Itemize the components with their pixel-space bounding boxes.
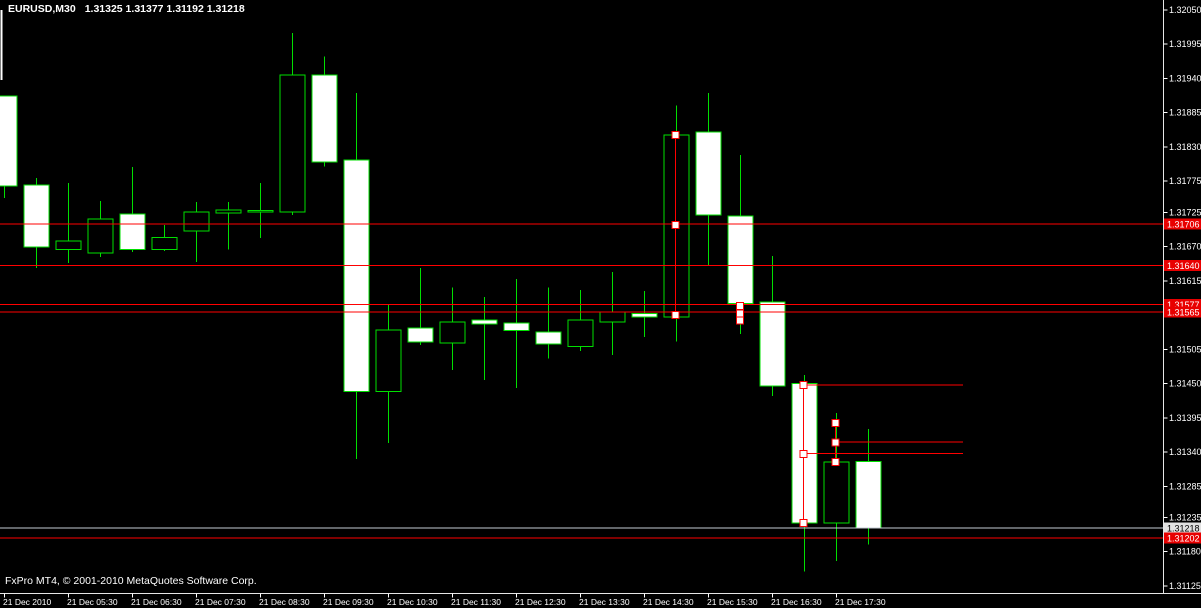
- candle-body: [375, 329, 402, 393]
- price-tick-label: 1.31180: [1169, 547, 1201, 557]
- candle-body: [87, 218, 114, 254]
- bid-price-tag: [1164, 522, 1201, 534]
- candle-body: [439, 321, 466, 344]
- price-tick-label: 1.31505: [1169, 344, 1201, 354]
- time-tick-label: 21 Dec 13:30: [579, 597, 630, 607]
- time-tick-label: 21 Dec 14:30: [643, 597, 694, 607]
- price-tick-label: 1.31775: [1169, 176, 1201, 186]
- price-tick-label: 1.31940: [1169, 73, 1201, 83]
- candle-body: [0, 95, 18, 187]
- price-tick-label: 1.31670: [1169, 242, 1201, 252]
- selection-handle[interactable]: [831, 458, 840, 467]
- candle-body: [599, 311, 626, 323]
- candle-body: [503, 322, 530, 332]
- candle-body: [535, 331, 562, 345]
- selection-handle[interactable]: [671, 311, 680, 320]
- price-tick-label: 1.31830: [1169, 142, 1201, 152]
- price-tick-label: 1.31340: [1169, 447, 1201, 457]
- time-tick-label: 21 Dec 10:30: [387, 597, 438, 607]
- selection-handle[interactable]: [831, 418, 840, 427]
- time-tick-label: 21 Dec 08:30: [259, 597, 310, 607]
- price-tick-label: 1.31995: [1169, 39, 1201, 49]
- price-tag-label: 1.31706: [1167, 220, 1200, 230]
- candle-body: [631, 312, 658, 318]
- candle-body: [855, 460, 882, 529]
- candle-body: [407, 327, 434, 343]
- time-tick-label: 21 Dec 15:30: [707, 597, 758, 607]
- candle-body: [119, 213, 146, 251]
- symbol-period-label: EURUSD,M30: [8, 3, 76, 15]
- selection-handle[interactable]: [799, 519, 808, 528]
- price-tag-label: 1.31577: [1167, 300, 1200, 310]
- time-tick-label: 21 Dec 07:30: [195, 597, 246, 607]
- candle-body: [727, 215, 754, 304]
- candle-body: [279, 74, 306, 213]
- price-tick-label: 1.31235: [1169, 513, 1201, 523]
- chart-title: EURUSD,M30 1.31325 1.31377 1.31192 1.3121…: [8, 3, 245, 15]
- price-tag-label: 1.31640: [1167, 261, 1200, 271]
- price-tag-label: 1.31202: [1167, 534, 1200, 544]
- selection-handle[interactable]: [799, 449, 808, 458]
- price-tag: [1164, 218, 1201, 230]
- time-tick-label: 21 Dec 09:30: [323, 597, 374, 607]
- selection-handle[interactable]: [671, 131, 680, 140]
- candle-body: [567, 319, 594, 347]
- candle-body: [823, 461, 850, 524]
- price-tick-label: 1.31885: [1169, 108, 1201, 118]
- price-tag: [1164, 532, 1201, 544]
- price-tick-label: 1.31725: [1169, 207, 1201, 217]
- price-tick-label: 1.31450: [1169, 379, 1201, 389]
- title-ohlc-values: 1.31325 1.31377 1.31192 1.31218: [84, 3, 245, 15]
- candle-body: [343, 159, 370, 393]
- time-tick-label: 21 Dec 2010: [3, 597, 51, 607]
- candle-body: [151, 236, 178, 251]
- price-tick-label: 1.31395: [1169, 413, 1201, 423]
- selection-handle[interactable]: [799, 380, 808, 389]
- candle-body: [759, 301, 786, 387]
- selection-handle[interactable]: [736, 316, 744, 325]
- candle-body: [247, 210, 274, 213]
- price-tick-label: 1.32050: [1169, 5, 1201, 15]
- bid-price-tag-label: 1.31218: [1167, 524, 1200, 534]
- price-tag: [1164, 259, 1201, 271]
- copyright-label: FxPro MT4, © 2001-2010 MetaQuotes Softwa…: [5, 575, 257, 587]
- candle-body: [311, 74, 338, 163]
- price-tick-label: 1.31285: [1169, 481, 1201, 491]
- candle-body: [215, 209, 242, 214]
- time-tick-label: 21 Dec 17:30: [835, 597, 886, 607]
- time-tick-label: 21 Dec 16:30: [771, 597, 822, 607]
- price-tag: [1164, 299, 1201, 311]
- selection-handle[interactable]: [736, 309, 744, 318]
- candle-body: [183, 211, 210, 232]
- selection-handle[interactable]: [736, 301, 744, 310]
- candle-body: [23, 184, 50, 248]
- selection-handle[interactable]: [831, 438, 840, 447]
- price-tag: [1164, 306, 1201, 318]
- candle-body: [55, 240, 82, 251]
- candle-body: [695, 131, 722, 216]
- price-tag-label: 1.31565: [1167, 308, 1200, 318]
- time-tick-label: 21 Dec 05:30: [67, 597, 118, 607]
- price-tick-label: 1.31615: [1169, 276, 1201, 286]
- time-tick-label: 21 Dec 11:30: [451, 597, 501, 607]
- candle-body: [471, 319, 498, 325]
- price-tick-label: 1.31125: [1169, 581, 1201, 591]
- time-tick-label: 21 Dec 12:30: [515, 597, 566, 607]
- time-tick-label: 21 Dec 06:30: [131, 597, 182, 607]
- selection-handle[interactable]: [671, 221, 680, 230]
